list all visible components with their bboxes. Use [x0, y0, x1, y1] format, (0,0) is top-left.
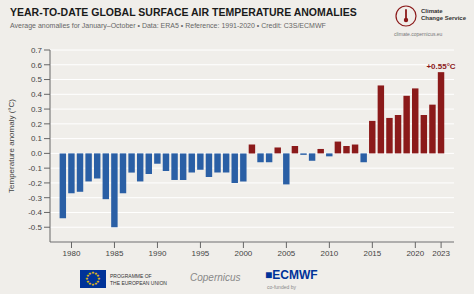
html-text:Climate: Climate — [421, 8, 443, 14]
svg-text:2000: 2000 — [235, 249, 253, 258]
html-text:Change Service: Change Service — [421, 15, 466, 21]
svg-text:+0.55°C: +0.55°C — [426, 62, 455, 71]
svg-text:0.3: 0.3 — [31, 105, 43, 114]
html-text:Average anomalies for January–: Average anomalies for January–October • … — [10, 22, 326, 29]
svg-text:-0.1: -0.1 — [28, 164, 42, 173]
svg-text:-0.2: -0.2 — [28, 179, 42, 188]
svg-text:0.0: 0.0 — [31, 149, 43, 158]
html-text:co-funded by: co-funded by — [267, 284, 296, 290]
html-text:■ECMWF: ■ECMWF — [265, 268, 318, 282]
svg-text:2010: 2010 — [320, 249, 338, 258]
svg-text:0.5: 0.5 — [31, 75, 43, 84]
svg-text:-0.4: -0.4 — [28, 208, 42, 217]
svg-text:2020: 2020 — [406, 249, 424, 258]
html-text:Copernicus: Copernicus — [190, 272, 241, 283]
svg-text:1980: 1980 — [63, 249, 81, 258]
svg-text:2023: 2023 — [432, 249, 450, 258]
svg-text:0.7: 0.7 — [31, 46, 43, 55]
svg-text:0.1: 0.1 — [31, 134, 43, 143]
svg-text:-0.5: -0.5 — [28, 223, 42, 232]
svg-text:1995: 1995 — [192, 249, 210, 258]
html-text:PROGRAMME OF THE EUROPEAN UNIO: PROGRAMME OF THE EUROPEAN UNION — [110, 273, 167, 286]
svg-text:0.2: 0.2 — [31, 120, 43, 129]
svg-text:1985: 1985 — [106, 249, 124, 258]
svg-text:0.6: 0.6 — [31, 61, 43, 70]
html-text:YEAR-TO-DATE GLOBAL SURFACE AI: YEAR-TO-DATE GLOBAL SURFACE AIR TEMPERAT… — [10, 6, 357, 18]
svg-text:2015: 2015 — [363, 249, 381, 258]
svg-text:-0.3: -0.3 — [28, 194, 42, 203]
html-text:climate.copernicus.eu: climate.copernicus.eu — [394, 31, 443, 37]
svg-text:0.4: 0.4 — [31, 90, 43, 99]
svg-text:Temperature anomaly (°C): Temperature anomaly (°C) — [8, 99, 16, 193]
svg-text:1990: 1990 — [149, 249, 167, 258]
svg-text:2005: 2005 — [277, 249, 295, 258]
